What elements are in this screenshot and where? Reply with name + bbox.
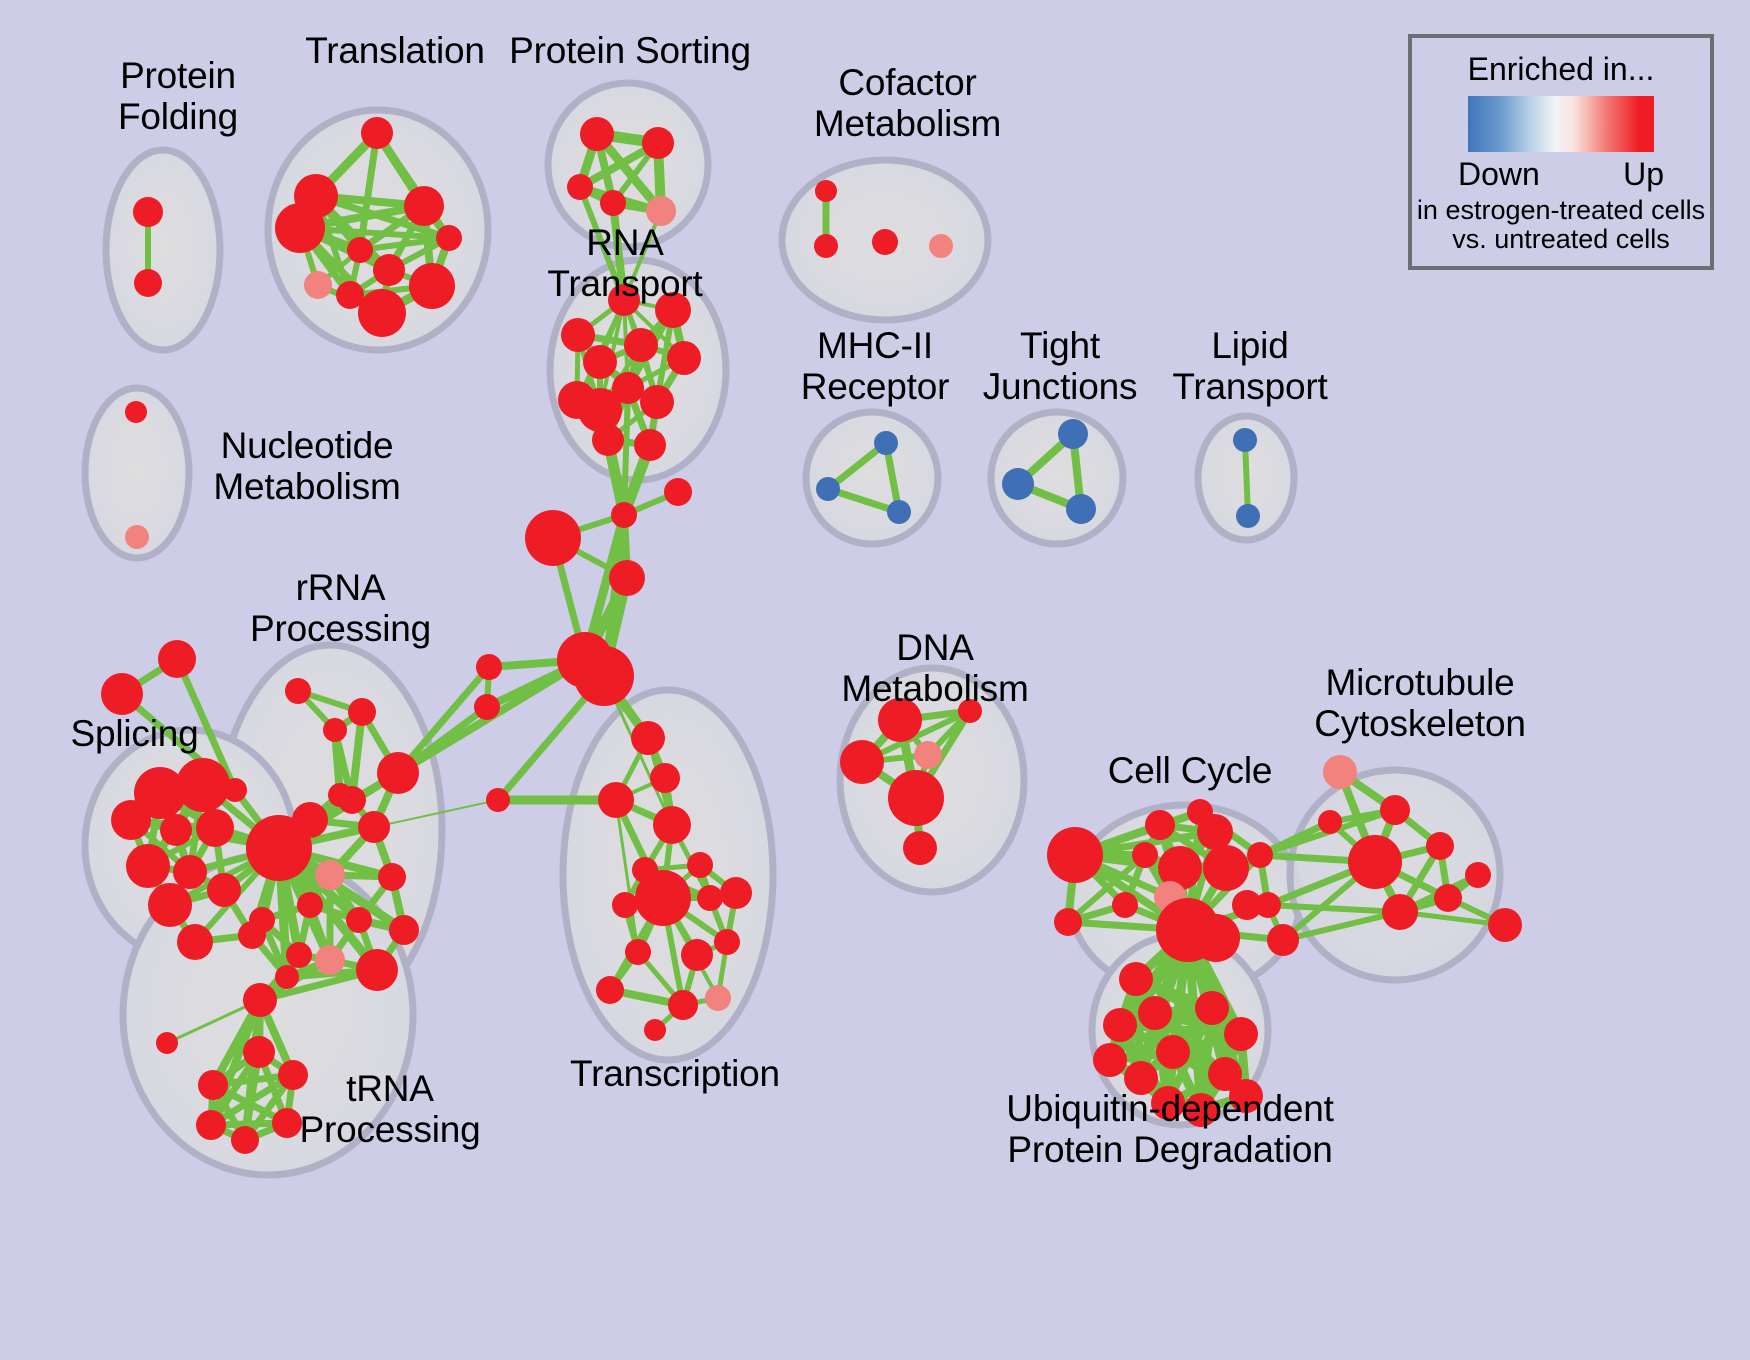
cluster-label-ubiquitin-protein-degradation: Ubiquitin-dependent Protein Degradation [1006, 1088, 1334, 1171]
nodes-translation [275, 117, 462, 337]
legend-color-gradient-bar [1468, 96, 1654, 152]
nodes-central-spine [474, 478, 692, 812]
nodes-protein-folding [133, 197, 163, 297]
nodes-transcription [596, 721, 752, 1041]
legend-subtitle-line-2: vs. untreated cells [1452, 224, 1670, 254]
legend-down-label: Down [1458, 156, 1540, 192]
nodes-dna-metabolism [840, 698, 982, 865]
nodes-trna-processing [156, 983, 308, 1154]
cluster-label-rna-transport: RNA Transport [547, 222, 703, 305]
cluster-label-cell-cycle: Cell Cycle [1107, 750, 1273, 791]
cluster-label-translation: Translation [305, 30, 485, 71]
cluster-label-dna-metabolism: DNA Metabolism [841, 627, 1029, 710]
nodes-cell-cycle [1047, 799, 1299, 962]
legend-up-label: Up [1623, 156, 1664, 192]
nodes-protein-sorting [567, 117, 676, 226]
cluster-label-mhc-ii-receptor: MHC-II Receptor [800, 325, 950, 408]
nodes-tight-junctions [1002, 419, 1096, 524]
cluster-label-trna-processing: tRNA Processing [299, 1068, 481, 1151]
nodes-cofactor-metabolism [814, 180, 953, 258]
nodes-mhc-ii-receptor [816, 431, 911, 524]
cluster-label-lipid-transport: Lipid Transport [1172, 325, 1328, 408]
nodes-rrna-processing [246, 678, 419, 991]
legend-endpoints: Down Up [1458, 156, 1664, 193]
cluster-label-transcription: Transcription [570, 1053, 780, 1094]
nodes-ubiquitin-protein-degradation [1093, 962, 1263, 1127]
cluster-label-protein-folding: Protein Folding [118, 55, 238, 138]
legend-title: Enriched in... [1467, 51, 1655, 87]
cluster-label-cofactor-metabolism: Cofactor Metabolism [813, 62, 1002, 145]
cluster-label-protein-sorting: Protein Sorting [509, 30, 751, 71]
cluster-label-nucleotide-metabolism: Nucleotide Metabolism [213, 425, 401, 508]
nodes-nucleotide-metabolism [125, 401, 149, 549]
cluster-label-rrna-processing: rRNA Processing [249, 567, 432, 650]
network-nodes [101, 117, 1522, 1154]
cluster-label-microtubule-cytoskeleton: Microtubule Cytoskeleton [1314, 662, 1526, 745]
legend-subtitle-line-1: in estrogen-treated cells [1416, 195, 1706, 225]
cluster-label-splicing: Splicing [70, 713, 199, 754]
nodes-microtubule-cytoskeleton [1318, 755, 1522, 942]
hull-nucleotide-metabolism [81, 384, 193, 562]
cluster-label-tight-junctions: Tight Junctions [982, 325, 1138, 408]
nodes-rna-transport [558, 284, 701, 461]
hull-protein-folding [102, 146, 224, 354]
edges-lipid-transport [1242, 437, 1251, 519]
legend-box: Enriched in... Down Up in estrogen-treat… [1408, 34, 1714, 270]
nodes-lipid-transport [1233, 428, 1260, 528]
